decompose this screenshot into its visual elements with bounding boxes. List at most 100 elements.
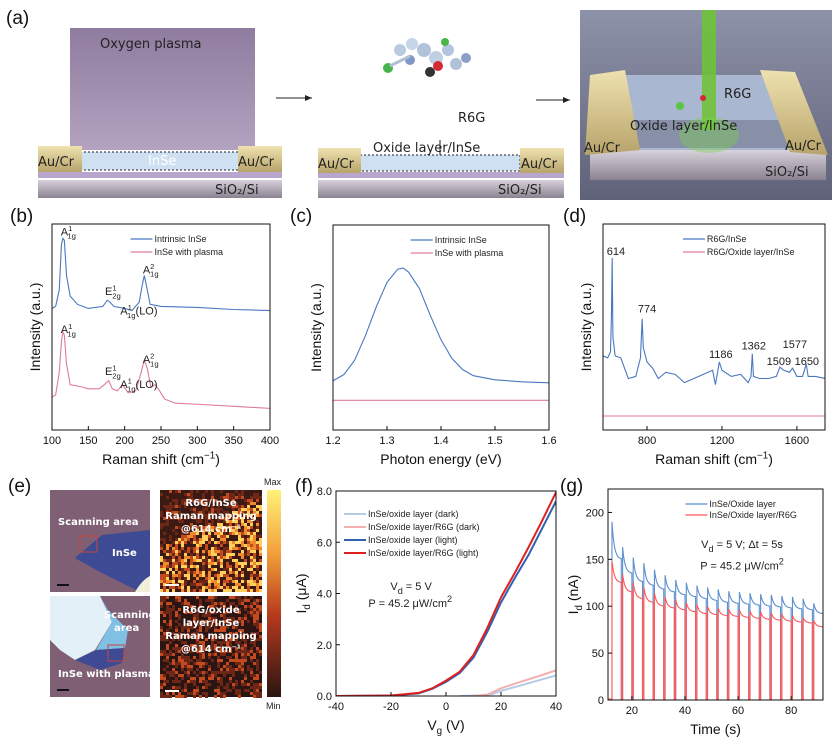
map-pixel — [244, 689, 247, 692]
map-pixel — [208, 599, 211, 602]
map-pixel — [232, 571, 235, 574]
map-pixel — [193, 571, 196, 574]
map-pixel — [250, 674, 253, 677]
map-pixel — [226, 671, 229, 674]
map-pixel — [169, 535, 172, 538]
map-pixel — [166, 562, 169, 565]
map-pixel — [175, 550, 178, 553]
map-pixel — [208, 665, 211, 668]
map-pixel — [208, 553, 211, 556]
plot-area — [52, 237, 270, 409]
map-pixel — [202, 508, 205, 511]
map-pixel — [193, 662, 196, 665]
map-pixel — [220, 550, 223, 553]
map-pixel — [205, 499, 208, 502]
map-pixel — [247, 535, 250, 538]
y-tick-label: 0 — [598, 695, 604, 707]
map-pixel — [241, 662, 244, 665]
y-tick-label: 150 — [586, 554, 604, 566]
map-pixel — [223, 611, 226, 614]
map-pixel — [205, 574, 208, 577]
map-pixel — [196, 538, 199, 541]
annotation: 614 — [607, 246, 625, 258]
map-pixel — [196, 511, 199, 514]
map-pixel — [181, 562, 184, 565]
map-pixel — [166, 623, 169, 626]
map-pixel — [175, 586, 178, 589]
map-pixel — [160, 674, 163, 677]
map-pixel — [220, 535, 223, 538]
map-pixel — [229, 493, 232, 496]
map-pixel — [253, 620, 256, 623]
map-pixel — [247, 668, 250, 671]
molecule-atom — [676, 102, 684, 110]
map-pixel — [214, 689, 217, 692]
map-pixel — [214, 617, 217, 620]
map-pixel — [163, 583, 166, 586]
map-pixel — [184, 565, 187, 568]
map-pixel — [232, 635, 235, 638]
map-pixel — [220, 650, 223, 653]
map-pixel — [250, 608, 253, 611]
map-pixel — [217, 502, 220, 505]
map-pixel — [202, 502, 205, 505]
map-pixel — [181, 499, 184, 502]
map-pixel — [220, 490, 223, 493]
x-tick-label: 350 — [224, 435, 242, 447]
map-pixel — [196, 614, 199, 617]
map-pixel — [211, 490, 214, 493]
map-pixel — [223, 538, 226, 541]
map-pixel — [172, 499, 175, 502]
map-pixel — [190, 571, 193, 574]
map-pixel — [259, 635, 262, 638]
map-pixel — [163, 695, 166, 698]
au-cr-contact-right — [520, 148, 564, 173]
map-pixel — [235, 514, 238, 517]
map-pixel — [235, 620, 238, 623]
map-pixel — [238, 532, 241, 535]
map-pixel — [223, 620, 226, 623]
map-pixel — [256, 526, 259, 529]
map-pixel — [217, 647, 220, 650]
map-pixel — [229, 668, 232, 671]
map-pixel — [223, 511, 226, 514]
map-pixel — [220, 508, 223, 511]
map-pixel — [217, 562, 220, 565]
map-pixel — [256, 665, 259, 668]
map-pixel — [184, 602, 187, 605]
x-tick-label: 800 — [638, 435, 656, 447]
map-pixel — [166, 647, 169, 650]
map-pixel — [175, 629, 178, 632]
map-pixel — [223, 568, 226, 571]
map-pixel — [196, 547, 199, 550]
map-pixel — [175, 599, 178, 602]
inse-label: InSe — [148, 154, 176, 169]
map-pixel — [259, 583, 262, 586]
map-pixel — [211, 617, 214, 620]
map-pixel — [256, 608, 259, 611]
map-pixel — [259, 574, 262, 577]
map-pixel — [256, 547, 259, 550]
map-pixel — [211, 580, 214, 583]
map-pixel — [220, 602, 223, 605]
map-pixel — [232, 502, 235, 505]
map-pixel — [259, 608, 262, 611]
map-pixel — [235, 650, 238, 653]
map-pixel — [163, 568, 166, 571]
map-pixel — [211, 620, 214, 623]
map-pixel — [208, 574, 211, 577]
map-pixel — [160, 692, 163, 695]
map-pixel — [214, 671, 217, 674]
map-pixel — [169, 611, 172, 614]
map-pixel — [244, 544, 247, 547]
laser-spot — [679, 117, 739, 153]
map-pixel — [178, 659, 181, 662]
map-pixel — [178, 617, 181, 620]
x-tick-label: -20 — [383, 701, 399, 713]
map-pixel — [172, 692, 175, 695]
map-pixel — [223, 547, 226, 550]
map-pixel — [175, 562, 178, 565]
map-pixel — [253, 614, 256, 617]
map-pixel — [196, 556, 199, 559]
